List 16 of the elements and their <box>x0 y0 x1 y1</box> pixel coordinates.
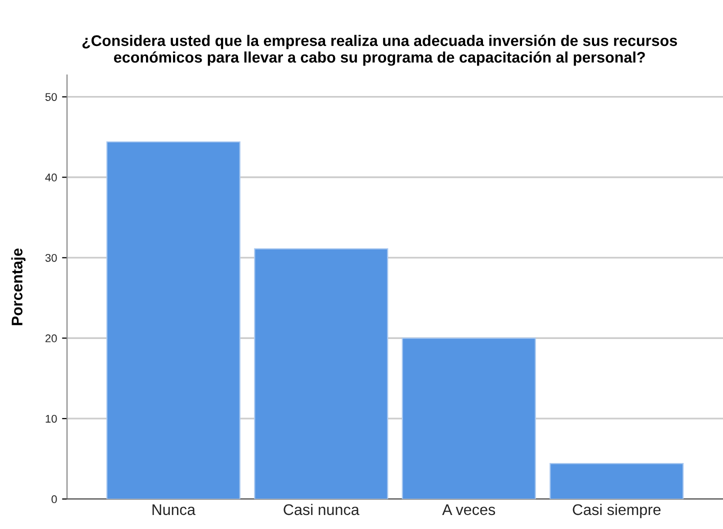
bar <box>106 141 240 500</box>
y-tick-label: 30 <box>45 254 57 262</box>
y-tick-label: 10 <box>46 414 57 423</box>
x-tick-label: Nunca <box>152 504 196 516</box>
x-tick-label: A veces <box>442 504 496 516</box>
y-tick-label: 0 <box>52 495 57 504</box>
y-tick-label: 40 <box>45 174 57 182</box>
x-tick-label: Casi nunca <box>284 504 360 516</box>
y-tick-label: 20 <box>46 334 57 342</box>
bar <box>254 248 388 500</box>
x-tick-label: Casi siempre <box>572 504 661 518</box>
y-axis-title: Porcentaje <box>11 248 26 326</box>
bar <box>550 463 684 500</box>
y-tick-label: 50 <box>45 93 57 101</box>
bar <box>402 338 536 500</box>
chart-title: ¿Considera usted que la empresa realiza una adecuada inversión de sus recursos económicos para llevar a cabo su programa de capacitación al personal? <box>82 34 677 66</box>
